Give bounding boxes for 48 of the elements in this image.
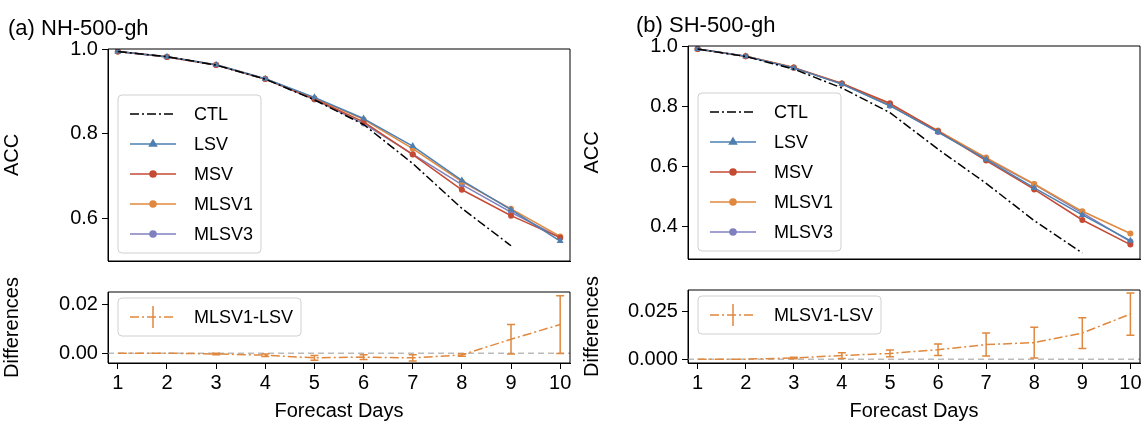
legend-label: MLSV3	[774, 221, 834, 242]
legend-label: CTL	[194, 103, 229, 124]
legend-label: MSV	[194, 163, 234, 184]
x-tick-label: 4	[836, 370, 848, 393]
x-tick-label: 7	[980, 370, 992, 393]
x-tick-label: 9	[505, 370, 517, 393]
x-tick-label: 10	[1119, 370, 1142, 393]
x-tick-label: 2	[161, 370, 173, 393]
y-axis-title: Differences	[579, 276, 602, 377]
x-tick-label: 7	[407, 370, 419, 393]
x-axis-title: Forecast Days	[849, 398, 979, 421]
x-tick-label: 10	[549, 370, 572, 393]
legend-label: LSV	[774, 131, 809, 152]
x-tick-label: 5	[884, 370, 896, 393]
x-tick-label: 8	[456, 370, 468, 393]
x-tick-label: 1	[112, 370, 124, 393]
y-tick-label: 0.000	[627, 346, 678, 369]
x-axis-title: Forecast Days	[274, 398, 404, 421]
x-tick-label: 9	[1076, 370, 1088, 393]
legend-label: MSV	[774, 161, 814, 182]
y-tick-label: 0.4	[650, 213, 678, 236]
legend-label: MLSV1-LSV	[774, 304, 874, 325]
x-tick-label: 5	[308, 370, 320, 393]
legend-label: CTL	[774, 101, 809, 122]
y-axis-title: ACC	[579, 131, 602, 174]
y-axis-title: ACC	[0, 133, 22, 177]
legend-label: MLSV1	[774, 191, 834, 212]
x-tick-label: 8	[1028, 370, 1040, 393]
y-axis-title: Differences	[0, 277, 22, 378]
y-tick-label: 0.6	[650, 153, 678, 176]
x-tick-label: 1	[692, 370, 704, 393]
legend-label: LSV	[194, 133, 229, 154]
chart-title: (b) SH-500-gh	[636, 12, 776, 37]
x-tick-label: 2	[740, 370, 752, 393]
y-tick-label: 0.00	[59, 340, 98, 363]
x-tick-label: 6	[932, 370, 944, 393]
y-tick-label: 0.6	[70, 206, 98, 229]
x-tick-label: 3	[788, 370, 800, 393]
y-tick-label: 0.025	[627, 298, 678, 321]
legend-label: MLSV1-LSV	[194, 306, 294, 327]
legend-label: MLSV3	[194, 223, 254, 244]
x-tick-label: 6	[358, 370, 370, 393]
legend-label: MLSV1	[194, 193, 254, 214]
x-tick-label: 3	[210, 370, 222, 393]
y-tick-label: 0.02	[59, 291, 98, 314]
y-tick-label: 0.8	[650, 93, 678, 116]
x-tick-label: 4	[259, 370, 271, 393]
y-tick-label: 0.8	[70, 121, 98, 144]
